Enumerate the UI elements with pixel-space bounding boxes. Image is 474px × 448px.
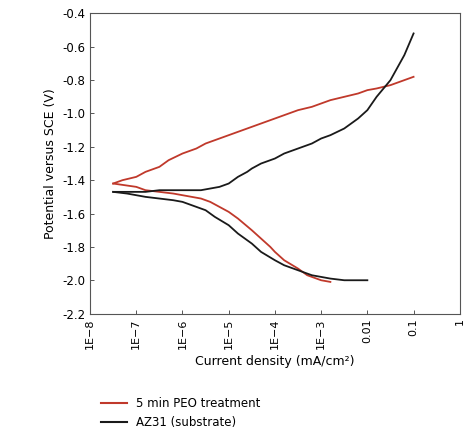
Legend: 5 min PEO treatment, AZ31 (substrate): 5 min PEO treatment, AZ31 (substrate) xyxy=(96,392,265,434)
Y-axis label: Potential versus SCE (V): Potential versus SCE (V) xyxy=(44,88,56,239)
X-axis label: Current density (mA/cm²): Current density (mA/cm²) xyxy=(195,354,355,367)
